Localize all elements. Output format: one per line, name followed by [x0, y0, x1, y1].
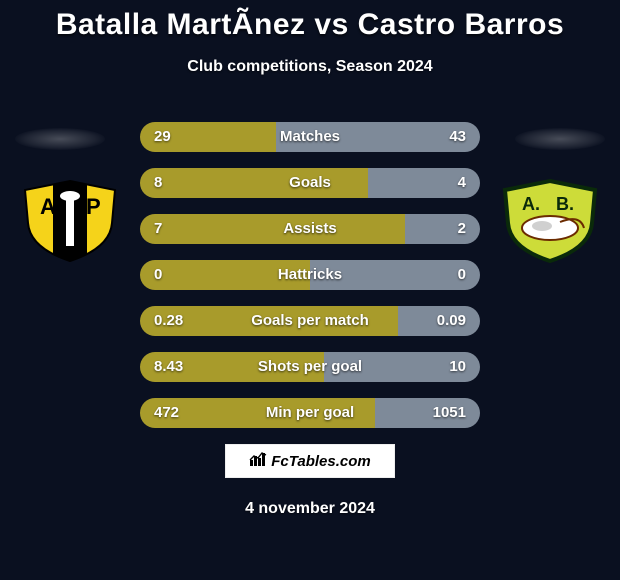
player-shadow-right [515, 128, 605, 150]
stat-bar-left [140, 214, 405, 244]
stat-row: 8.4310Shots per goal [140, 352, 480, 382]
stat-row: 00Hattricks [140, 260, 480, 290]
club-logo-left: A P [20, 178, 120, 264]
stat-value-left: 8.43 [140, 352, 197, 382]
club-logo-right: A. B. [500, 178, 600, 264]
stat-value-left: 0.28 [140, 306, 197, 336]
stat-value-left: 29 [140, 122, 185, 152]
watermark: FcTables.com [225, 444, 395, 478]
stat-value-left: 7 [140, 214, 176, 244]
comparison-bars: 2943Matches84Goals72Assists00Hattricks0.… [140, 122, 480, 444]
svg-text:P: P [86, 194, 101, 219]
stat-value-left: 8 [140, 168, 176, 198]
chart-icon [249, 451, 267, 472]
stat-value-right: 2 [444, 214, 480, 244]
svg-text:A.: A. [522, 194, 540, 214]
stat-row: 72Assists [140, 214, 480, 244]
stat-value-right: 4 [444, 168, 480, 198]
svg-text:A: A [40, 194, 56, 219]
watermark-text: FcTables.com [271, 453, 370, 470]
stat-row: 0.280.09Goals per match [140, 306, 480, 336]
stat-value-right: 1051 [419, 398, 480, 428]
stat-value-right: 0 [444, 260, 480, 290]
date-text: 4 november 2024 [0, 500, 620, 518]
page-subtitle: Club competitions, Season 2024 [0, 58, 620, 76]
stat-row: 84Goals [140, 168, 480, 198]
svg-text:B.: B. [556, 194, 574, 214]
stat-row: 2943Matches [140, 122, 480, 152]
player-shadow-left [15, 128, 105, 150]
stat-value-right: 0.09 [423, 306, 480, 336]
page-title: Batalla MartÃnez vs Castro Barros [0, 0, 620, 42]
stat-value-left: 472 [140, 398, 193, 428]
stat-value-left: 0 [140, 260, 176, 290]
stat-value-right: 43 [435, 122, 480, 152]
stat-value-right: 10 [435, 352, 480, 382]
stat-row: 4721051Min per goal [140, 398, 480, 428]
